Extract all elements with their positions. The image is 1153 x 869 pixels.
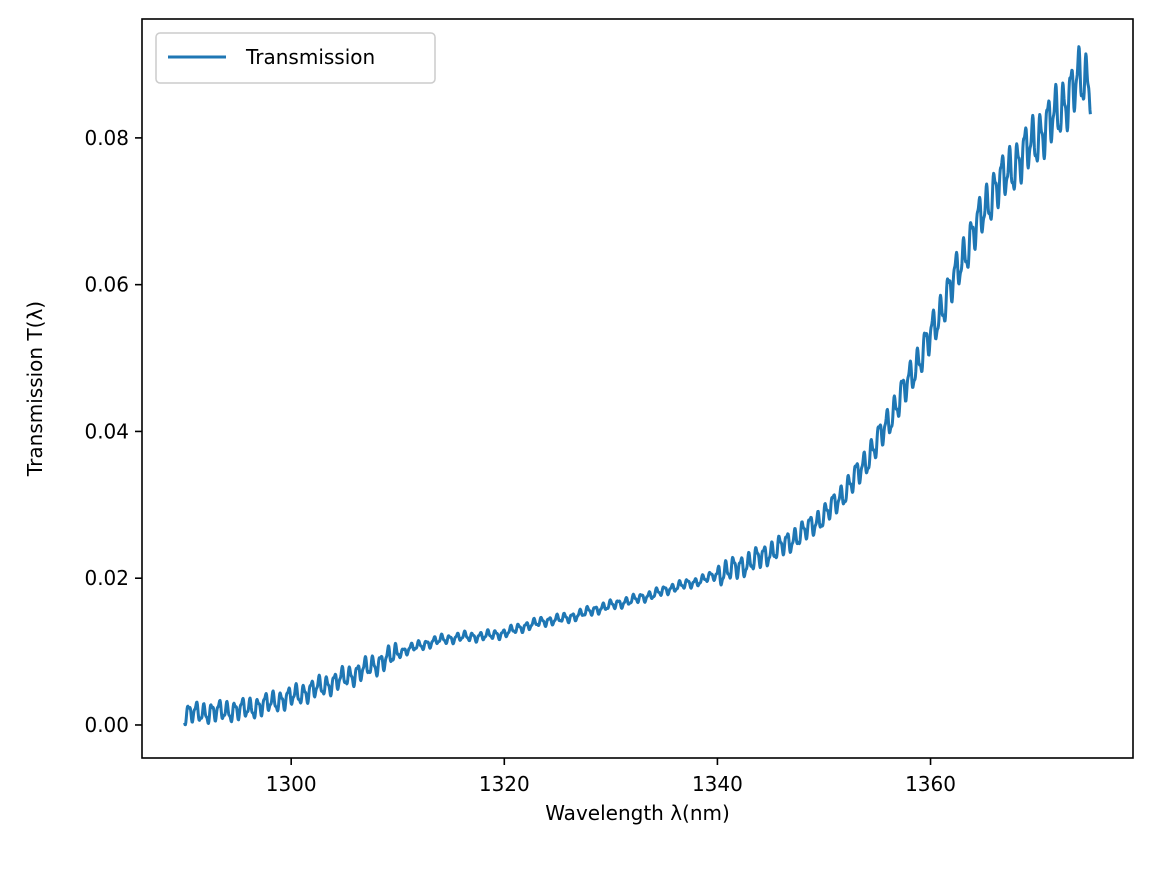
y-tick-label: 0.02: [84, 566, 129, 590]
series-line-transmission: [183, 45, 1092, 727]
x-tick-label: 1360: [905, 772, 956, 796]
x-axis: 1300 1320 1340 1360: [266, 758, 956, 796]
x-axis-label: Wavelength λ(nm): [545, 801, 730, 825]
plot-frame: [141, 18, 1134, 759]
y-tick-label: 0.00: [84, 713, 129, 737]
legend: Transmission: [155, 32, 436, 84]
y-tick-label: 0.04: [84, 419, 129, 443]
x-tick-label: 1340: [692, 772, 743, 796]
y-tick-label: 0.06: [84, 273, 129, 297]
y-tick-label: 0.08: [84, 126, 129, 150]
legend-label-transmission: Transmission: [245, 45, 375, 69]
x-tick-label: 1320: [479, 772, 530, 796]
y-axis: 0.00 0.02 0.04 0.06 0.08: [84, 126, 142, 737]
series-layer: [183, 45, 1092, 727]
x-tick-label: 1300: [266, 772, 317, 796]
y-axis-label: Transmission T(λ): [23, 301, 47, 477]
legend-box: [155, 32, 436, 84]
